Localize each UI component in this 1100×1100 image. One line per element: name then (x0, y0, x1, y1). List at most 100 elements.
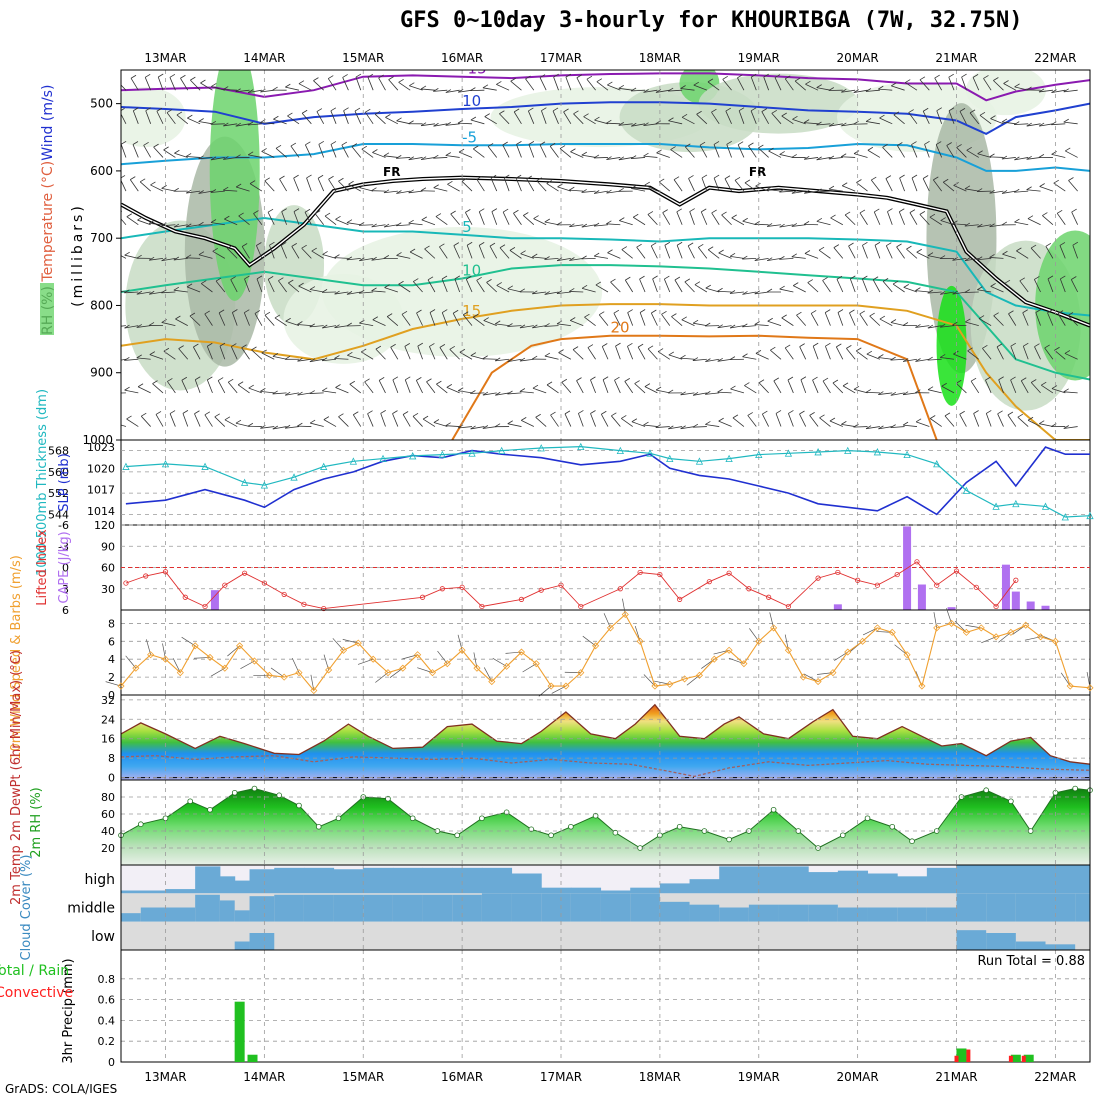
wind-barb (748, 145, 757, 158)
thickness-point (962, 486, 971, 494)
wind-barb-flag (970, 377, 977, 382)
wind-barb (1047, 312, 1054, 326)
wind-barb (371, 224, 386, 228)
wind-barb-flag (1063, 425, 1069, 429)
wind-barb (890, 426, 905, 429)
wind-barb (953, 185, 967, 192)
wind-barb-flag (1027, 416, 1034, 421)
wind-barb (825, 346, 831, 360)
wind-barb (236, 186, 250, 192)
wind-barb-flag (1034, 276, 1040, 280)
wind-barb (513, 111, 522, 125)
wind-barb (742, 356, 757, 360)
wind-barb-flag (148, 220, 155, 224)
wind-barb-flag (1039, 420, 1045, 425)
wind-barb-flag (878, 391, 884, 395)
wind-barb (272, 355, 287, 360)
wind-barb (952, 257, 967, 261)
wind-barb (126, 418, 139, 427)
wind-barb-flag (785, 75, 791, 80)
isotherm-line (121, 72, 1090, 102)
wind-barb-flag (724, 175, 731, 180)
wind-barb (734, 180, 745, 192)
wind-barb (965, 321, 979, 327)
wind-barb (836, 279, 844, 293)
y-tick-label: 0.8 (98, 973, 116, 986)
wind-barb-flag (495, 391, 501, 396)
wind-barb (816, 123, 831, 126)
wind-barb-flag (523, 212, 529, 216)
wind-barb-flag (693, 81, 699, 86)
lifted-index-point (835, 569, 841, 576)
wind-barb (496, 84, 510, 91)
wind-barb (206, 346, 213, 360)
wind-barb (590, 379, 596, 394)
wind-barb (169, 413, 176, 427)
wind-barb-flag (1045, 242, 1052, 247)
cloud-middle-bar (986, 893, 1017, 922)
wind-barb-flag (375, 345, 382, 350)
wind-barb-flag (544, 218, 551, 223)
wind-barb (1026, 189, 1041, 192)
y-tick-label: 0.2 (98, 1035, 116, 1048)
wind-barb (879, 318, 893, 326)
wind-barb-flag (569, 223, 575, 228)
wind-barb (470, 355, 485, 360)
wind-barb-flag (805, 80, 811, 85)
wind-barb (346, 291, 361, 295)
wind-barb-flag (929, 213, 936, 218)
wind-barb (853, 426, 868, 428)
wind-barb-flag (1002, 250, 1008, 255)
wind-barb (639, 278, 646, 293)
wind-barb (977, 289, 992, 293)
wind-barb-flag (374, 110, 381, 115)
wind-barb-flag (846, 345, 852, 349)
y-axis-label-temp: 2m Temp 2m DewPt (6hr Min/Max) (°C) (9, 650, 24, 905)
wind-barb (173, 289, 188, 293)
wind-barb (1001, 121, 1016, 125)
wind-barb-flag (761, 108, 768, 112)
wind-barb-flag (176, 111, 183, 116)
wind-barb (697, 247, 708, 259)
wind-barb (621, 418, 633, 427)
wind-barb-flag (385, 114, 391, 118)
wind-barb (989, 190, 1004, 194)
wind-barb-flag (878, 425, 884, 430)
wind-barb-flag (822, 277, 828, 281)
wind-barb-flag (729, 252, 736, 257)
cloud-band-bg (363, 921, 394, 950)
y-tick-label-left: 6 (62, 604, 69, 617)
lifted-index-point (479, 603, 485, 610)
wind-barb-flag (630, 155, 637, 159)
wind-barb (862, 245, 868, 259)
wind-barb (519, 391, 534, 394)
wind-barb-flag (424, 245, 430, 250)
lifted-index-point (874, 582, 881, 588)
y-tick-label: 24 (101, 713, 115, 726)
wind-barb (664, 245, 671, 259)
wind-barb-flag (416, 309, 422, 314)
wind-barb-flag (816, 84, 822, 88)
wind-barb-flag (482, 391, 489, 396)
wind-barb (150, 184, 164, 192)
wind-barb-flag (792, 116, 798, 120)
wind-barb (634, 383, 646, 394)
wind-barb-flag (927, 386, 934, 391)
wind-barb (516, 144, 522, 158)
wind-barb-flag (781, 314, 787, 319)
wind-barb (872, 279, 881, 293)
lifted-index-point (677, 596, 683, 602)
cloud-high-bar (778, 866, 809, 894)
wind-barb-10m (894, 644, 908, 656)
wind-barb-flag (664, 275, 670, 280)
isotherm-label: -5 (462, 128, 477, 146)
thickness-line (125, 445, 1091, 518)
wind-barb (961, 76, 967, 91)
wind-barb-flag (304, 208, 311, 213)
wind-barb (586, 78, 596, 91)
wind-barb-flag (713, 141, 720, 145)
wind-barb-flag (383, 255, 390, 259)
wind-barb-flag (445, 122, 451, 126)
wind-barb (866, 353, 881, 360)
wind-barb-flag (215, 277, 222, 282)
